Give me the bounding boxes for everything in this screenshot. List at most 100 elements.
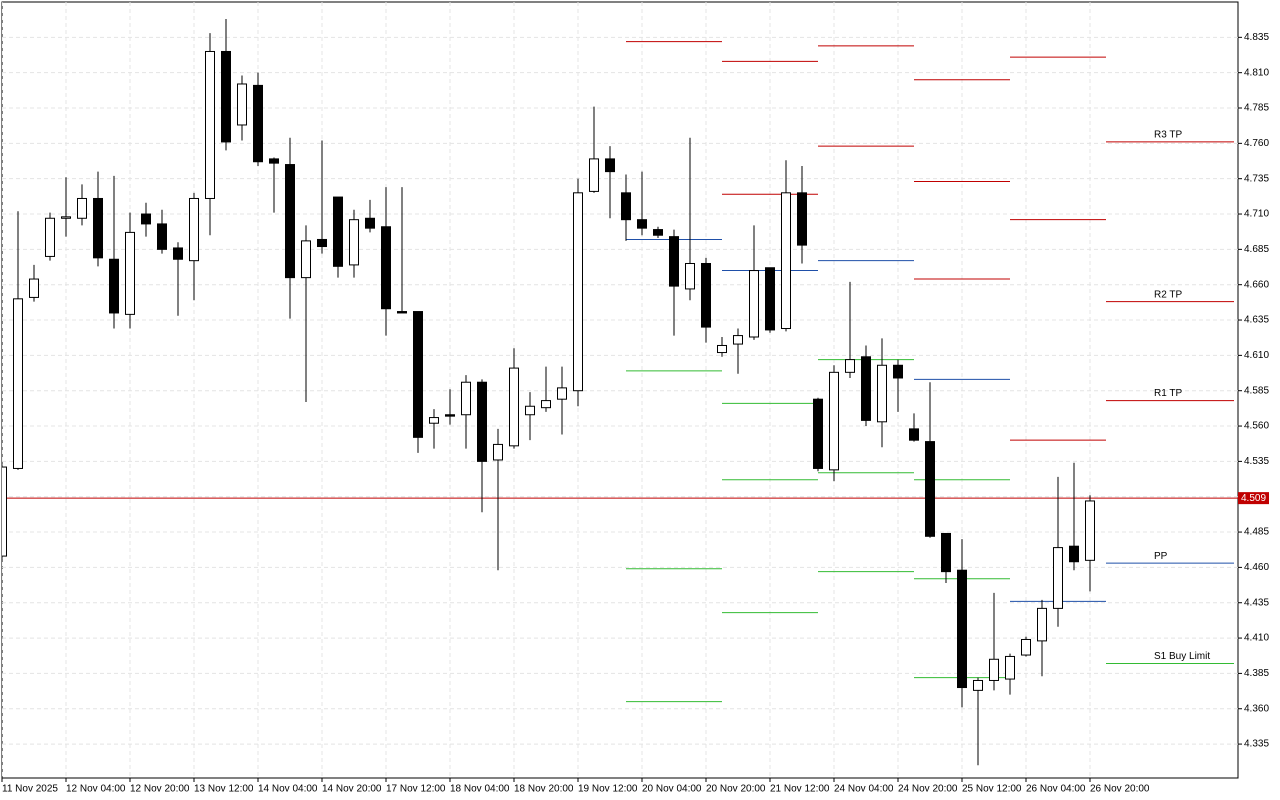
candle-body (845, 359, 855, 373)
candle-body (381, 226, 391, 310)
candle-body (557, 387, 567, 400)
x-tick-label: 14 Nov 20:00 (322, 784, 382, 795)
candle-body (605, 158, 615, 173)
y-tick-label: 4.660 (1244, 279, 1269, 290)
candle-body (301, 240, 311, 279)
candle-body (205, 50, 215, 199)
x-tick-label: 13 Nov 12:00 (194, 784, 254, 795)
candle-body (317, 238, 327, 248)
x-tick-label: 12 Nov 20:00 (130, 784, 190, 795)
last-price-tag (1238, 492, 1269, 505)
y-tick-label: 4.635 (1244, 315, 1269, 326)
y-tick-label: 4.610 (1244, 350, 1269, 361)
candle-body (333, 196, 343, 267)
candle-body (365, 217, 375, 229)
y-tick-label: 4.335 (1244, 739, 1269, 750)
candle-body (621, 192, 631, 221)
candle-body (589, 158, 599, 192)
candle-body (573, 192, 583, 392)
y-tick-label: 4.360 (1244, 703, 1269, 714)
candle-body (733, 335, 743, 345)
candle-body (2, 466, 7, 557)
x-tick-label: 20 Nov 04:00 (642, 784, 702, 795)
x-tick-label: 19 Nov 12:00 (578, 784, 638, 795)
y-tick-label: 4.385 (1244, 668, 1269, 679)
x-tick-label: 21 Nov 12:00 (770, 784, 830, 795)
x-tick-label: 20 Nov 20:00 (706, 784, 766, 795)
candle-body (861, 356, 871, 421)
candle-body (509, 367, 519, 447)
x-tick-label: 12 Nov 04:00 (66, 784, 126, 795)
candle-body (413, 311, 423, 438)
candle-body (397, 311, 407, 314)
candle-body (189, 197, 199, 262)
last-price-label: 4.509 (1241, 493, 1266, 504)
y-tick-label: 4.835 (1244, 32, 1269, 43)
candle-body (637, 219, 647, 229)
candle-body (525, 405, 535, 416)
y-tick-label: 4.760 (1244, 138, 1269, 149)
candle-body (1053, 547, 1063, 609)
candle-body (765, 267, 775, 331)
candle-body (237, 83, 247, 126)
candle-body (541, 400, 551, 409)
candle-body (749, 270, 759, 338)
candle-body (685, 262, 695, 290)
candle-body (797, 192, 807, 246)
candle-body (493, 443, 503, 461)
x-tick-label: 18 Nov 04:00 (450, 784, 510, 795)
candle-body (1005, 655, 1015, 680)
candle-body (973, 679, 983, 691)
candle-body (781, 192, 791, 330)
candle-body (1021, 638, 1031, 656)
candle-body (77, 197, 87, 219)
candle-body (157, 223, 167, 250)
candle-body (13, 298, 23, 469)
candle-body (477, 381, 487, 462)
candle-body (877, 364, 887, 423)
candle-body (173, 247, 183, 260)
level-label: R3 TP (1154, 130, 1182, 141)
x-tick-label: 11 Nov 2025 (2, 784, 58, 795)
candle-body (93, 197, 103, 259)
candle-body (461, 381, 471, 416)
x-tick-label: 17 Nov 12:00 (386, 784, 446, 795)
level-label: R1 TP (1154, 388, 1182, 399)
candle-body (829, 371, 839, 471)
candle-body (253, 84, 263, 163)
y-tick-label: 4.710 (1244, 209, 1269, 220)
plot (2, 2, 1238, 778)
candle-body (1085, 500, 1095, 561)
candle-body (893, 364, 903, 379)
y-tick-label: 4.535 (1244, 456, 1269, 467)
candle-body (813, 398, 823, 469)
level-label: S1 Buy Limit (1154, 651, 1210, 662)
candle-body (61, 216, 71, 219)
candle-body (909, 428, 919, 441)
candle-body (109, 258, 119, 314)
y-tick-label: 4.435 (1244, 597, 1269, 608)
candle-body (989, 658, 999, 681)
plot-frame (1, 1, 1239, 779)
candle-body (717, 344, 727, 354)
y-tick-label: 4.810 (1244, 67, 1269, 78)
candle-body (221, 50, 231, 143)
candle-body (925, 441, 935, 537)
candle-body (285, 164, 295, 279)
candle-body (45, 217, 55, 257)
candle-body (141, 213, 151, 225)
candle-body (653, 229, 663, 236)
candle-body (125, 231, 135, 315)
y-tick-label: 4.585 (1244, 385, 1269, 396)
x-tick-label: 18 Nov 20:00 (514, 784, 574, 795)
y-tick-label: 4.485 (1244, 527, 1269, 538)
candle-body (701, 262, 711, 328)
x-tick-label: 24 Nov 20:00 (898, 784, 958, 795)
x-tick-label: 25 Nov 12:00 (962, 784, 1022, 795)
level-label: PP (1154, 551, 1168, 562)
y-tick-label: 4.460 (1244, 562, 1269, 573)
candle-body (349, 219, 359, 266)
candle-body (1037, 607, 1047, 642)
x-tick-label: 14 Nov 04:00 (258, 784, 318, 795)
y-tick-label: 4.785 (1244, 103, 1269, 114)
